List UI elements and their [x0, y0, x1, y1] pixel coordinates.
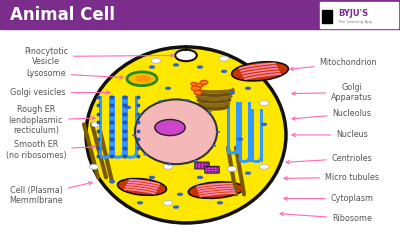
Circle shape	[163, 200, 173, 205]
Circle shape	[132, 134, 136, 136]
Circle shape	[196, 83, 204, 87]
Circle shape	[194, 160, 198, 162]
Circle shape	[227, 166, 237, 171]
Circle shape	[206, 163, 208, 164]
Circle shape	[259, 100, 269, 106]
Text: Golgi vesicles: Golgi vesicles	[10, 88, 110, 97]
Circle shape	[196, 167, 199, 168]
Circle shape	[191, 86, 201, 91]
Circle shape	[196, 163, 199, 164]
Circle shape	[185, 99, 189, 101]
Text: Centrioles: Centrioles	[286, 154, 372, 164]
Ellipse shape	[135, 100, 217, 164]
Circle shape	[200, 163, 202, 164]
Circle shape	[210, 171, 212, 172]
Circle shape	[217, 201, 223, 205]
Circle shape	[173, 205, 179, 209]
Circle shape	[149, 65, 155, 69]
Text: Ribosome: Ribosome	[280, 212, 372, 223]
Circle shape	[197, 176, 203, 179]
Circle shape	[210, 167, 212, 168]
Circle shape	[261, 123, 267, 126]
Circle shape	[203, 167, 205, 168]
Text: BYJU'S: BYJU'S	[338, 9, 368, 18]
Circle shape	[259, 164, 269, 169]
Text: Golgi
Apparatus: Golgi Apparatus	[292, 83, 373, 102]
Circle shape	[158, 100, 162, 102]
Circle shape	[89, 164, 99, 169]
Circle shape	[137, 201, 143, 205]
Circle shape	[151, 58, 161, 63]
Circle shape	[206, 167, 208, 168]
Ellipse shape	[232, 62, 288, 81]
Circle shape	[216, 171, 218, 172]
Text: Cytoplasm: Cytoplasm	[284, 194, 374, 203]
Circle shape	[213, 169, 215, 170]
Ellipse shape	[86, 47, 286, 223]
Text: Rough ER
(endoplasmic
recticulum): Rough ER (endoplasmic recticulum)	[9, 105, 95, 135]
Text: Smooth ER
(no ribosomes): Smooth ER (no ribosomes)	[6, 140, 95, 160]
Circle shape	[149, 176, 155, 179]
Circle shape	[206, 169, 209, 170]
Circle shape	[125, 106, 131, 109]
Circle shape	[155, 120, 185, 136]
FancyBboxPatch shape	[195, 162, 209, 169]
Circle shape	[197, 65, 203, 69]
Circle shape	[203, 165, 205, 166]
Ellipse shape	[127, 72, 157, 86]
Circle shape	[143, 154, 147, 155]
Text: Nucleolus: Nucleolus	[292, 109, 372, 120]
Circle shape	[138, 114, 142, 116]
Circle shape	[216, 167, 218, 168]
Circle shape	[229, 91, 235, 94]
Circle shape	[163, 164, 173, 169]
Ellipse shape	[120, 180, 164, 194]
Text: Cell (Plasma)
Memmlbrane: Cell (Plasma) Memmlbrane	[9, 182, 92, 205]
Circle shape	[196, 165, 199, 166]
Circle shape	[245, 171, 251, 175]
Ellipse shape	[188, 182, 244, 198]
Circle shape	[191, 82, 197, 86]
Circle shape	[91, 122, 101, 127]
Circle shape	[213, 167, 215, 168]
Circle shape	[245, 87, 251, 90]
Circle shape	[206, 165, 208, 166]
Circle shape	[175, 50, 197, 61]
Circle shape	[167, 163, 171, 165]
Circle shape	[216, 169, 218, 170]
Circle shape	[194, 90, 202, 95]
Circle shape	[206, 171, 209, 172]
Ellipse shape	[135, 75, 151, 82]
Circle shape	[212, 145, 216, 147]
Circle shape	[200, 167, 202, 168]
Text: Lysosome: Lysosome	[26, 69, 123, 79]
Ellipse shape	[234, 63, 286, 80]
Text: Mitochondrion: Mitochondrion	[290, 58, 377, 71]
Circle shape	[210, 169, 212, 170]
Circle shape	[203, 163, 205, 164]
Text: The Learning App: The Learning App	[338, 20, 372, 24]
Circle shape	[213, 171, 215, 172]
Text: Micro tubules: Micro tubules	[284, 173, 379, 182]
Circle shape	[221, 70, 227, 73]
Circle shape	[200, 80, 208, 85]
Circle shape	[189, 159, 195, 162]
Circle shape	[165, 87, 171, 90]
Ellipse shape	[118, 179, 166, 195]
Circle shape	[219, 56, 229, 61]
Text: Nucleus: Nucleus	[292, 130, 368, 140]
Circle shape	[109, 180, 115, 183]
Circle shape	[177, 193, 183, 196]
Text: Pinocytotic
Vesicle: Pinocytotic Vesicle	[24, 47, 174, 66]
Circle shape	[206, 167, 209, 168]
Circle shape	[200, 165, 202, 166]
Ellipse shape	[191, 183, 241, 197]
Circle shape	[208, 111, 212, 113]
Circle shape	[173, 63, 179, 67]
FancyBboxPatch shape	[205, 166, 219, 173]
Text: Animal Cell: Animal Cell	[10, 6, 115, 24]
Circle shape	[237, 138, 243, 141]
Circle shape	[216, 131, 220, 133]
